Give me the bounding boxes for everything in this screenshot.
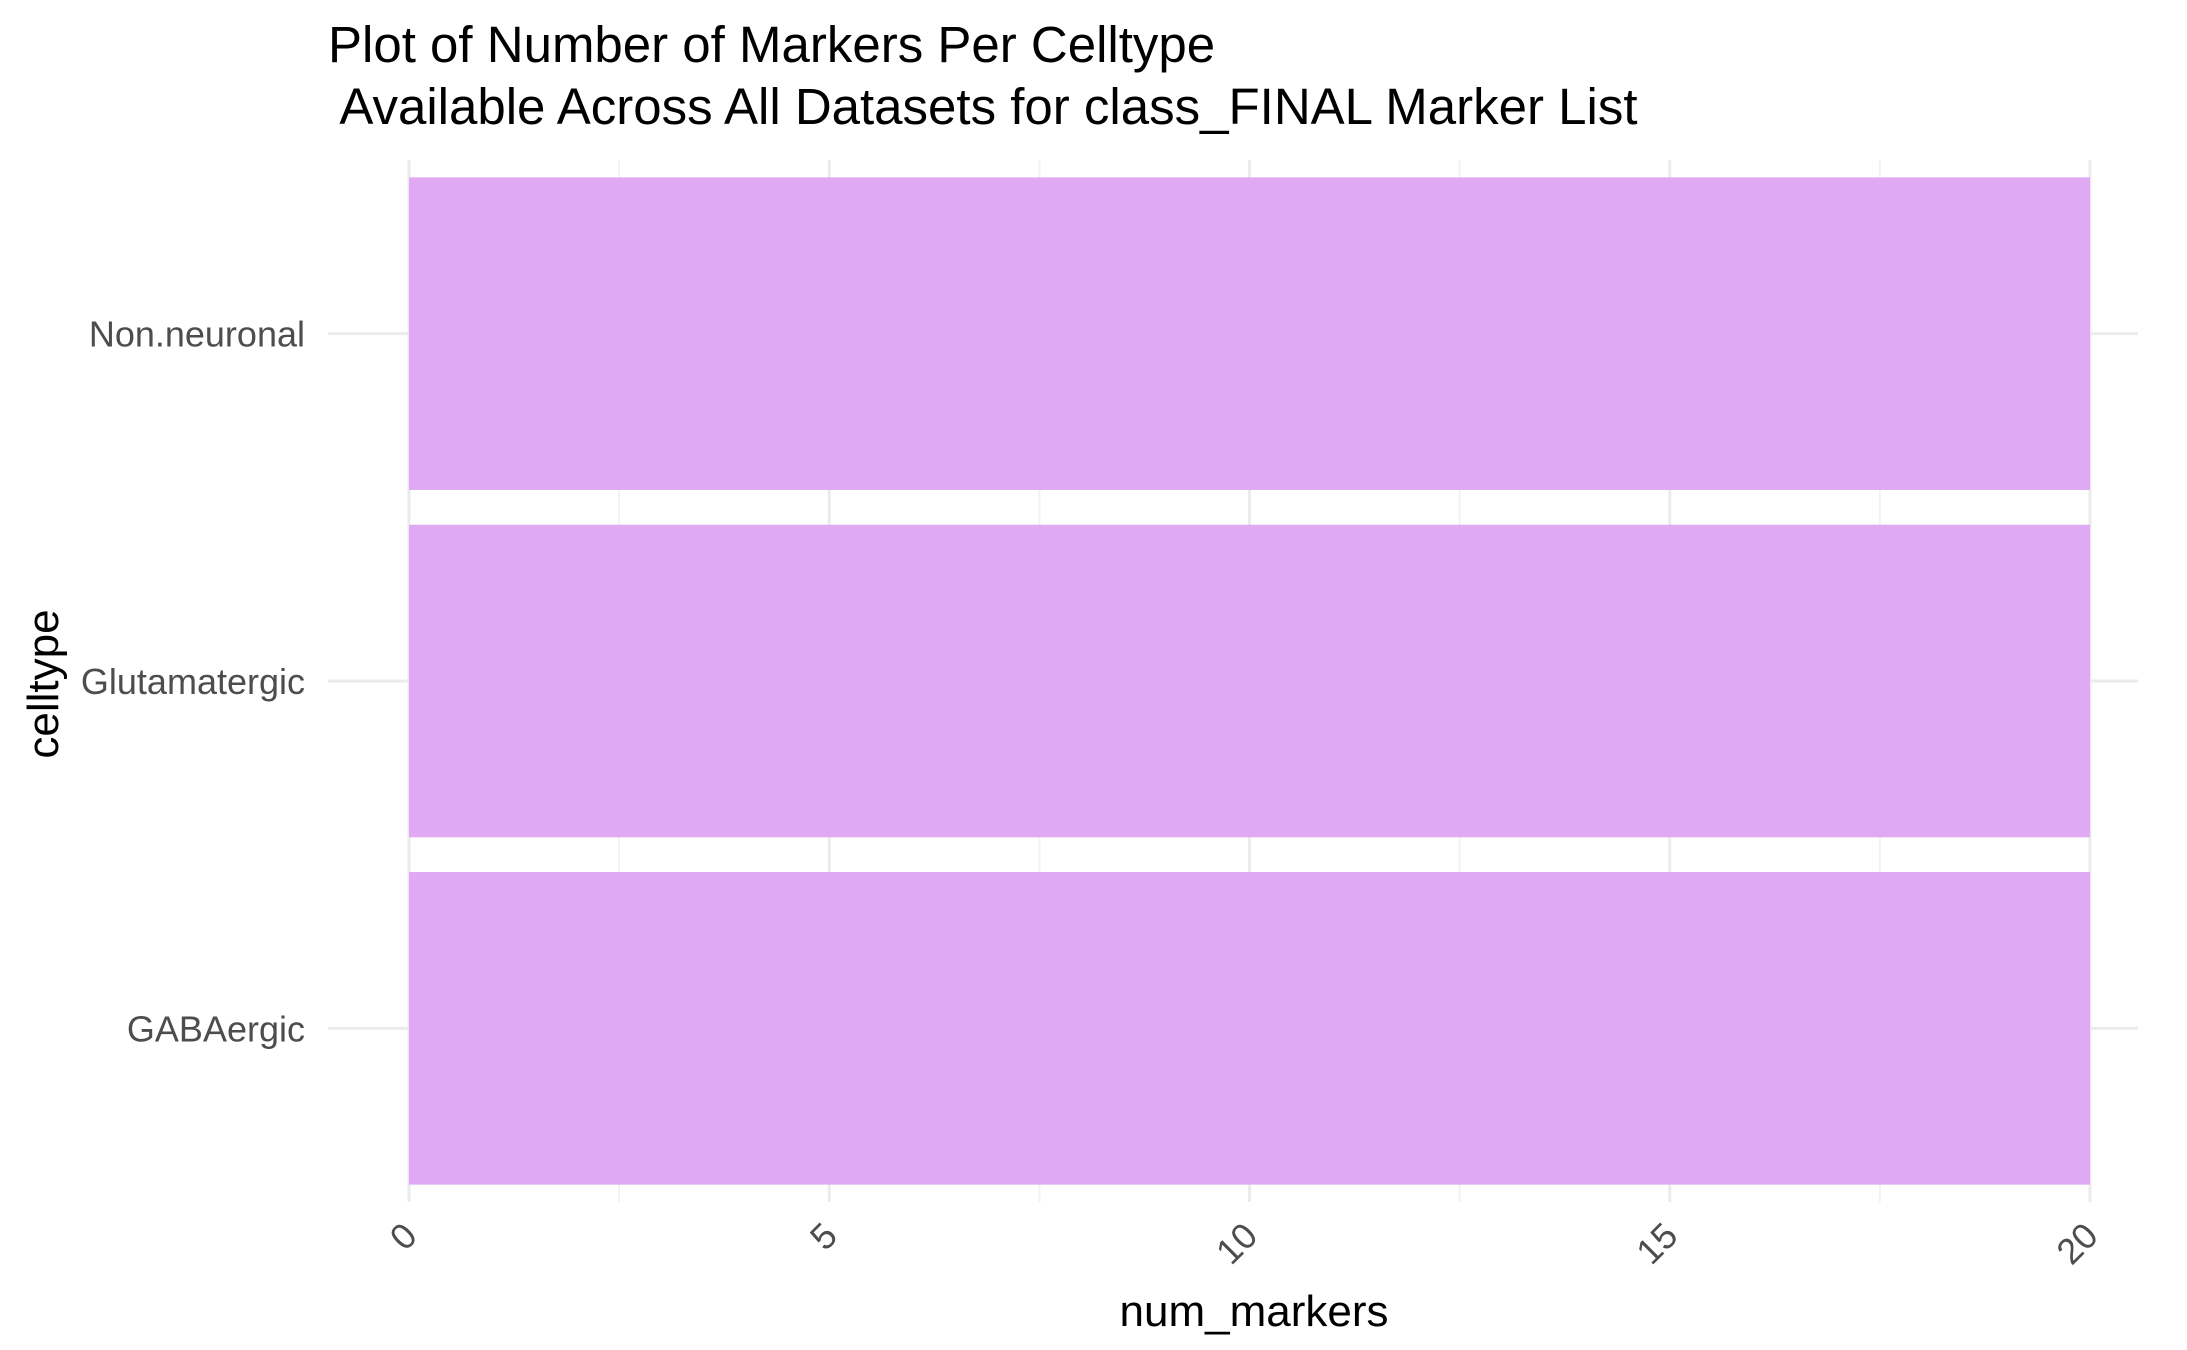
tick-layer: GABAergic Glutamatergic Non.neuronal 0 5 10 15… [81, 314, 2106, 1272]
x-tick-label: 20 [2048, 1215, 2105, 1272]
bar-non-neuronal [409, 177, 2090, 490]
x-tick-label: 5 [802, 1215, 845, 1258]
x-tick-label: 0 [382, 1215, 425, 1258]
chart-title-line-1: Plot of Number of Markers Per Celltype [328, 16, 1215, 73]
bar-layer [409, 177, 2090, 1185]
chart-title-line-2: Available Across All Datasets for class_… [328, 78, 1638, 135]
x-tick-label: 10 [1208, 1215, 1265, 1272]
bar-gabaergic [409, 872, 2090, 1185]
y-tick-label: Non.neuronal [89, 314, 305, 355]
x-tick-label: 15 [1628, 1215, 1685, 1272]
y-tick-label: GABAergic [127, 1008, 305, 1049]
bar-glutamatergic [409, 524, 2090, 838]
y-tick-label: Glutamatergic [81, 661, 305, 702]
y-axis-title: celltype [19, 609, 68, 758]
x-axis-title: num_markers [1120, 1287, 1389, 1336]
